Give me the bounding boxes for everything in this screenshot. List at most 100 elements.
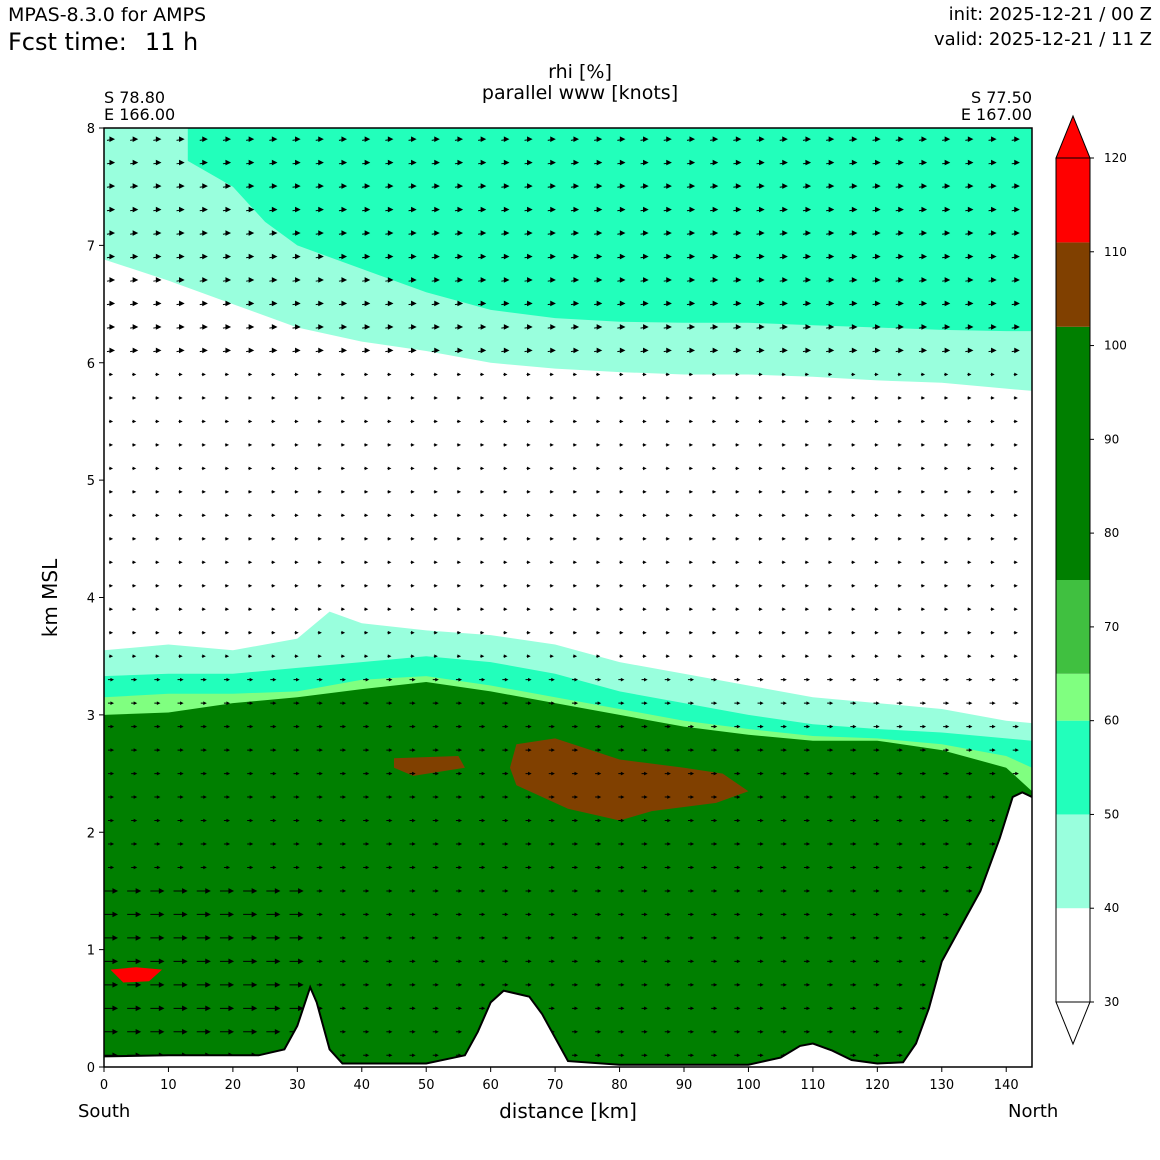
- wind-arrow: [758, 607, 763, 612]
- wind-arrow: [944, 443, 949, 447]
- wind-arrow: [642, 396, 647, 400]
- wind-arrow: [340, 654, 346, 658]
- wind-arrow: [246, 253, 255, 260]
- wind-arrow: [642, 466, 647, 471]
- wind-arrow: [294, 560, 299, 565]
- wind-arrow: [502, 701, 509, 705]
- wind-arrow: [385, 300, 394, 307]
- wind-arrow: [966, 724, 973, 729]
- wind-arrow: [340, 372, 346, 377]
- wind-arrow: [247, 865, 254, 870]
- wind-arrow: [196, 888, 211, 894]
- wind-arrow: [224, 560, 230, 565]
- wind-arrow: [572, 396, 578, 400]
- wind-arrow: [710, 159, 719, 166]
- wind-arrow: [710, 206, 719, 213]
- wind-arrow: [735, 537, 740, 541]
- wind-arrow: [688, 372, 694, 377]
- y-tick-label: 2: [87, 826, 95, 841]
- wind-arrow: [757, 795, 764, 799]
- wind-arrow: [293, 748, 300, 752]
- colorbar-tick-label: 120: [1104, 151, 1127, 165]
- terrain-fill: [104, 792, 1032, 1067]
- wind-arrow: [711, 842, 718, 846]
- wind-arrow: [641, 701, 648, 705]
- wind-arrow: [734, 936, 741, 940]
- wind-arrow: [664, 677, 671, 682]
- wind-arrow: [688, 654, 694, 658]
- wind-arrow: [108, 490, 114, 494]
- wind-arrow: [456, 490, 462, 494]
- wind-arrow: [897, 396, 902, 400]
- wind-arrow: [199, 347, 208, 354]
- wind-arrow: [432, 677, 439, 682]
- wind-arrow: [456, 513, 462, 518]
- wind-arrow: [779, 136, 788, 142]
- wind-arrow: [873, 724, 880, 729]
- wind-arrow: [595, 795, 602, 799]
- wind-arrow: [944, 513, 949, 518]
- wind-arrow: [455, 724, 463, 729]
- wind-arrow: [340, 443, 346, 447]
- wind-arrow: [502, 889, 509, 893]
- wind-arrow: [548, 936, 555, 940]
- wind-arrow: [431, 300, 440, 307]
- colorbar-segment: [1056, 158, 1090, 243]
- wind-arrow: [201, 630, 206, 635]
- wind-arrow: [641, 912, 648, 917]
- wind-arrow: [178, 396, 183, 400]
- wind-arrow: [642, 443, 647, 447]
- wind-arrow: [108, 654, 114, 658]
- colorbar-tick-label: 110: [1104, 245, 1127, 259]
- wind-arrow: [735, 654, 740, 658]
- wind-arrow: [850, 936, 857, 940]
- wind-arrow: [944, 560, 949, 565]
- wind-arrow: [617, 277, 626, 283]
- wind-arrow: [108, 513, 114, 518]
- wind-arrow: [432, 959, 439, 964]
- wind-arrow: [503, 396, 508, 400]
- wind-arrow: [292, 183, 301, 189]
- wind-arrow: [734, 912, 741, 917]
- wind-arrow: [525, 865, 532, 870]
- wind-arrow: [294, 513, 299, 518]
- wind-arrow: [688, 396, 694, 400]
- wind-arrow: [155, 607, 160, 612]
- wind-arrow: [618, 818, 625, 823]
- wind-arrow: [224, 490, 230, 494]
- wind-arrow: [178, 607, 183, 612]
- wind-arrow: [386, 912, 393, 917]
- wind-arrow: [966, 818, 973, 823]
- wind-arrow: [316, 936, 323, 940]
- wind-arrow: [756, 253, 765, 260]
- wind-arrow: [967, 654, 972, 658]
- wind-arrow: [757, 959, 764, 964]
- wind-arrow: [780, 701, 787, 705]
- wind-arrow: [385, 347, 394, 354]
- wind-arrow: [1011, 300, 1020, 307]
- wind-arrow: [849, 230, 858, 236]
- wind-arrow: [780, 677, 787, 682]
- wind-arrow: [757, 1029, 764, 1034]
- wind-arrow: [642, 537, 647, 541]
- wind-arrow: [872, 159, 881, 166]
- colorbar-extend-bottom: [1055, 1001, 1091, 1046]
- wind-arrow: [827, 865, 834, 870]
- wind-arrow: [990, 630, 995, 635]
- wind-arrow: [243, 911, 258, 918]
- wind-arrow: [107, 842, 115, 846]
- wind-arrow: [153, 347, 162, 354]
- wind-arrow: [920, 372, 926, 377]
- wind-arrow: [177, 865, 184, 870]
- wind-arrow: [779, 159, 788, 166]
- wind-arrow: [896, 983, 903, 987]
- wind-arrow: [199, 253, 208, 260]
- wind-arrow: [524, 206, 533, 213]
- wind-arrow: [851, 607, 856, 612]
- wind-arrow: [104, 935, 119, 941]
- wind-arrow: [547, 253, 556, 260]
- wind-arrow: [665, 443, 670, 447]
- wind-arrow: [896, 748, 903, 752]
- wind-arrow: [966, 842, 973, 846]
- wind-arrow: [501, 253, 510, 260]
